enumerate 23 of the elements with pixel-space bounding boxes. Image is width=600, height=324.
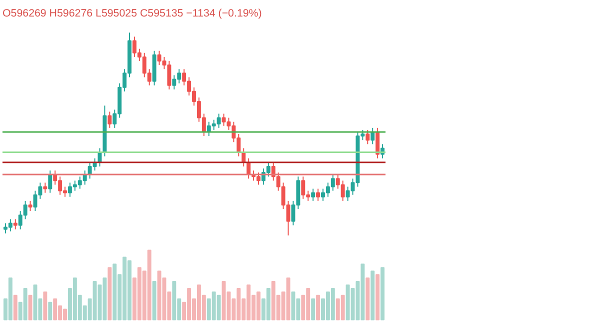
candlestick: [316, 188, 320, 202]
bar: [316, 294, 320, 320]
bar: [370, 270, 375, 320]
bar: [48, 302, 52, 320]
candlestick: [43, 182, 48, 194]
candlestick: [311, 188, 316, 202]
candlestick: [28, 200, 32, 212]
candlestick: [366, 129, 370, 145]
bar: [43, 291, 48, 320]
candlestick: [13, 218, 18, 230]
bar: [108, 267, 112, 320]
bar: [366, 278, 370, 320]
candlestick: [108, 111, 112, 128]
text: O596269 H596276 L595025 C595135 −1134 (−0.19%): [2, 8, 262, 20]
candlestick: [376, 127, 380, 159]
bar: [152, 281, 156, 320]
bar: [376, 274, 380, 320]
bar: [28, 294, 32, 320]
bar: [13, 294, 18, 320]
candlestick: [48, 170, 52, 194]
candlestick: [370, 127, 375, 145]
bar: [311, 298, 316, 320]
bar: [380, 267, 385, 320]
